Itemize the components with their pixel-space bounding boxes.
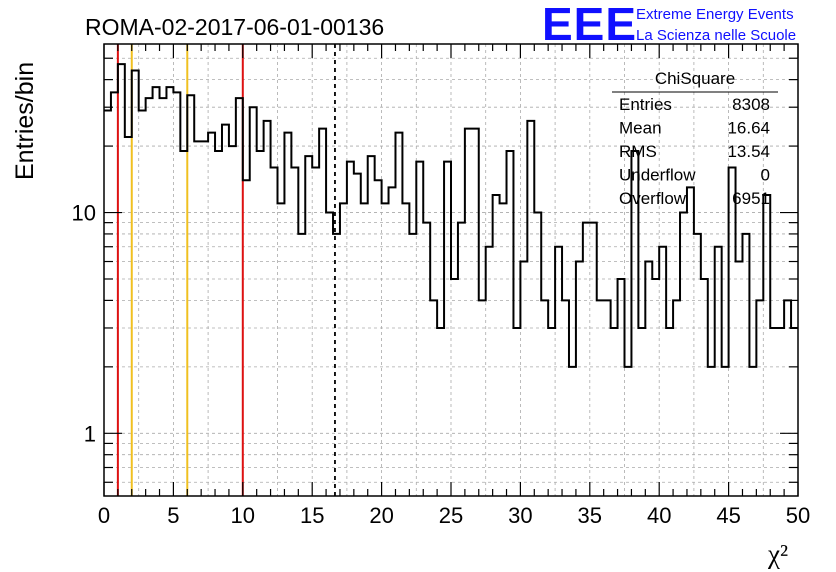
y-axis-label: Entries/bin bbox=[11, 62, 39, 180]
stats-title: ChiSquare bbox=[655, 69, 735, 88]
logo-line2: La Scienza nelle Scuole bbox=[636, 27, 796, 44]
y-tick-label: 1 bbox=[84, 421, 96, 446]
x-tick-label: 45 bbox=[716, 503, 740, 528]
stats-box: ChiSquare Entries 8308 Mean 16.64 RMS 13.54 Un… bbox=[612, 69, 778, 208]
x-tick-label: 25 bbox=[439, 503, 463, 528]
x-tick-label: 50 bbox=[786, 503, 810, 528]
x-tick-label: 20 bbox=[369, 503, 393, 528]
x-tick-label: 0 bbox=[98, 503, 110, 528]
chart-title: ROMA-02-2017-06-01-00136 bbox=[85, 14, 384, 40]
histogram bbox=[104, 63, 798, 368]
stats-label: Entries bbox=[619, 95, 672, 114]
stats-value: 0 bbox=[761, 166, 770, 185]
logo-text: EEE bbox=[542, 0, 637, 50]
marker-lines bbox=[116, 44, 336, 496]
stats-label: Mean bbox=[619, 119, 662, 138]
histogram-line bbox=[104, 63, 798, 368]
x-tick-label: 5 bbox=[167, 503, 179, 528]
grid-lines bbox=[104, 44, 798, 496]
logo-line1: Extreme Energy Events bbox=[636, 6, 794, 23]
eee-logo: EEE Extreme Energy Events La Scienza nel… bbox=[542, 0, 796, 50]
x-tick-label: 10 bbox=[231, 503, 255, 528]
x-tick-label: 40 bbox=[647, 503, 671, 528]
stats-value: 16.64 bbox=[727, 119, 770, 138]
plot-frame bbox=[103, 43, 799, 497]
stats-label: RMS bbox=[619, 142, 657, 161]
stats-value: 6951 bbox=[732, 189, 770, 208]
stats-label: Underflow bbox=[619, 166, 696, 185]
y-tick-label: 10 bbox=[72, 201, 96, 226]
tick-labels: 0 5 10 15 20 25 30 35 40 45 50 1 10 bbox=[72, 201, 811, 528]
x-tick-label: 15 bbox=[300, 503, 324, 528]
stats-value: 13.54 bbox=[727, 142, 770, 161]
x-axis-label: χ² bbox=[767, 539, 788, 569]
stats-value: 8308 bbox=[732, 95, 770, 114]
x-tick-label: 35 bbox=[578, 503, 602, 528]
stats-label: Overflow bbox=[619, 189, 687, 208]
x-tick-label: 30 bbox=[508, 503, 532, 528]
